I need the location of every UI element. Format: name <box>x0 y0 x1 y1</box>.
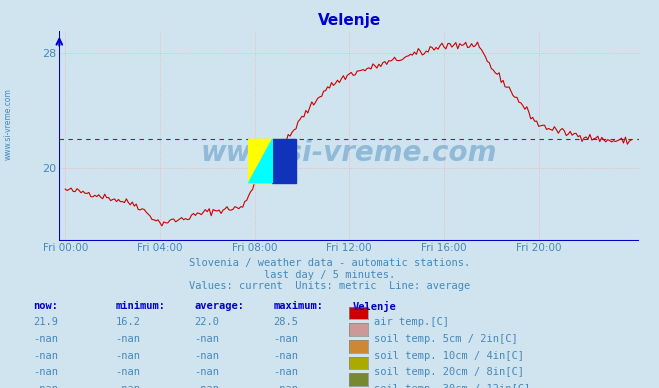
Text: -nan: -nan <box>115 384 140 388</box>
Text: 22.0: 22.0 <box>194 317 219 327</box>
Polygon shape <box>248 139 272 183</box>
Text: average:: average: <box>194 301 244 311</box>
Text: -nan: -nan <box>33 334 58 344</box>
Text: www.si-vreme.com: www.si-vreme.com <box>4 88 13 160</box>
Polygon shape <box>248 139 272 183</box>
Text: soil temp. 20cm / 8in[C]: soil temp. 20cm / 8in[C] <box>374 367 525 378</box>
Text: -nan: -nan <box>33 351 58 361</box>
Text: soil temp. 5cm / 2in[C]: soil temp. 5cm / 2in[C] <box>374 334 518 344</box>
Text: -nan: -nan <box>33 384 58 388</box>
Text: 21.9: 21.9 <box>33 317 58 327</box>
Text: maximum:: maximum: <box>273 301 324 311</box>
Text: air temp.[C]: air temp.[C] <box>374 317 449 327</box>
Text: -nan: -nan <box>33 367 58 378</box>
Text: soil temp. 30cm / 12in[C]: soil temp. 30cm / 12in[C] <box>374 384 530 388</box>
Bar <box>272 139 296 183</box>
Text: -nan: -nan <box>194 351 219 361</box>
Text: 28.5: 28.5 <box>273 317 299 327</box>
Title: Velenje: Velenje <box>318 14 381 28</box>
Polygon shape <box>248 139 272 183</box>
Text: -nan: -nan <box>115 351 140 361</box>
Text: -nan: -nan <box>273 367 299 378</box>
Text: -nan: -nan <box>273 334 299 344</box>
Text: 16.2: 16.2 <box>115 317 140 327</box>
Text: soil temp. 10cm / 4in[C]: soil temp. 10cm / 4in[C] <box>374 351 525 361</box>
Text: minimum:: minimum: <box>115 301 165 311</box>
Text: -nan: -nan <box>115 334 140 344</box>
Text: Slovenia / weather data - automatic stations.: Slovenia / weather data - automatic stat… <box>189 258 470 268</box>
Text: last day / 5 minutes.: last day / 5 minutes. <box>264 270 395 280</box>
Text: -nan: -nan <box>273 384 299 388</box>
Text: Velenje: Velenje <box>353 301 396 312</box>
Text: www.si-vreme.com: www.si-vreme.com <box>201 139 498 166</box>
Text: -nan: -nan <box>194 367 219 378</box>
Text: -nan: -nan <box>273 351 299 361</box>
Text: Values: current  Units: metric  Line: average: Values: current Units: metric Line: aver… <box>189 281 470 291</box>
Text: -nan: -nan <box>194 384 219 388</box>
Text: -nan: -nan <box>115 367 140 378</box>
Text: -nan: -nan <box>194 334 219 344</box>
Text: now:: now: <box>33 301 58 311</box>
